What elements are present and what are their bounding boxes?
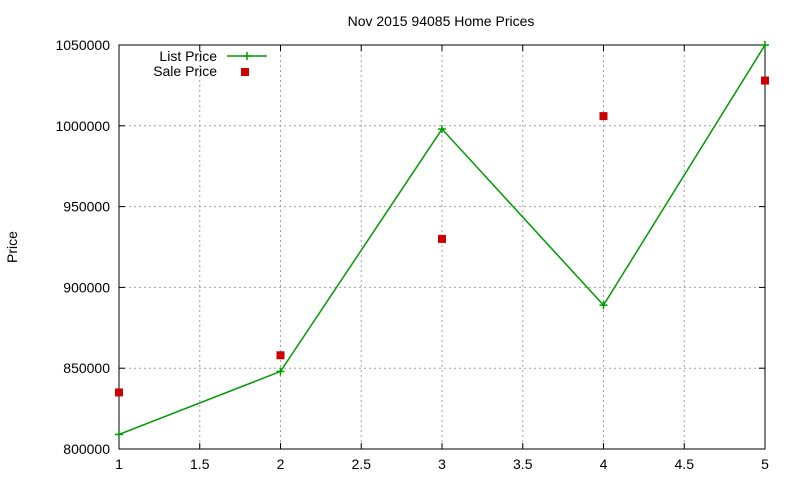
legend-label: List Price — [159, 48, 217, 64]
legend-label: Sale Price — [153, 63, 217, 79]
data-point — [761, 76, 769, 85]
y-axis-label: Price — [4, 231, 20, 263]
y-tick-label: 1000000 — [55, 118, 110, 134]
plot-frame — [118, 44, 766, 450]
data-point — [761, 41, 769, 49]
data-point — [276, 367, 285, 376]
data-point — [599, 112, 608, 121]
x-tick-label: 3 — [438, 456, 446, 472]
legend-item: List Price — [159, 48, 267, 64]
data-point — [276, 351, 285, 360]
y-tick-label: 900000 — [63, 279, 110, 295]
x-tick-label: 2.5 — [352, 456, 372, 472]
x-tick-label: 1.5 — [190, 456, 210, 472]
data-point — [438, 125, 446, 134]
chart-title: Nov 2015 94085 Home Prices — [348, 13, 535, 29]
x-tick-label: 1 — [115, 456, 123, 472]
y-tick-label: 950000 — [63, 199, 110, 215]
data-point — [599, 301, 608, 310]
x-tick-label: 3.5 — [513, 456, 533, 472]
plot-border — [118, 44, 766, 450]
x-tick-label: 2 — [277, 456, 285, 472]
x-tick-label: 4.5 — [675, 456, 695, 472]
y-tick-label: 850000 — [63, 360, 110, 376]
series-layer — [115, 41, 769, 439]
legend-marker — [241, 68, 249, 76]
data-point — [115, 430, 123, 439]
y-tick-label: 800000 — [63, 441, 110, 457]
grid-lines — [119, 45, 765, 449]
data-point — [438, 234, 446, 243]
series-sale-price — [115, 76, 769, 397]
x-tick-label: 4 — [600, 456, 608, 472]
legend-item: Sale Price — [153, 63, 249, 79]
y-tick-label: 1050000 — [55, 37, 110, 53]
x-tick-label: 5 — [761, 456, 769, 472]
series-list-price — [115, 41, 769, 439]
data-point — [115, 388, 123, 397]
tick-labels: 1 1.5 2 2.5 3 3.5 4 4.5 5 800000 850000 900000 95000… — [55, 37, 769, 472]
